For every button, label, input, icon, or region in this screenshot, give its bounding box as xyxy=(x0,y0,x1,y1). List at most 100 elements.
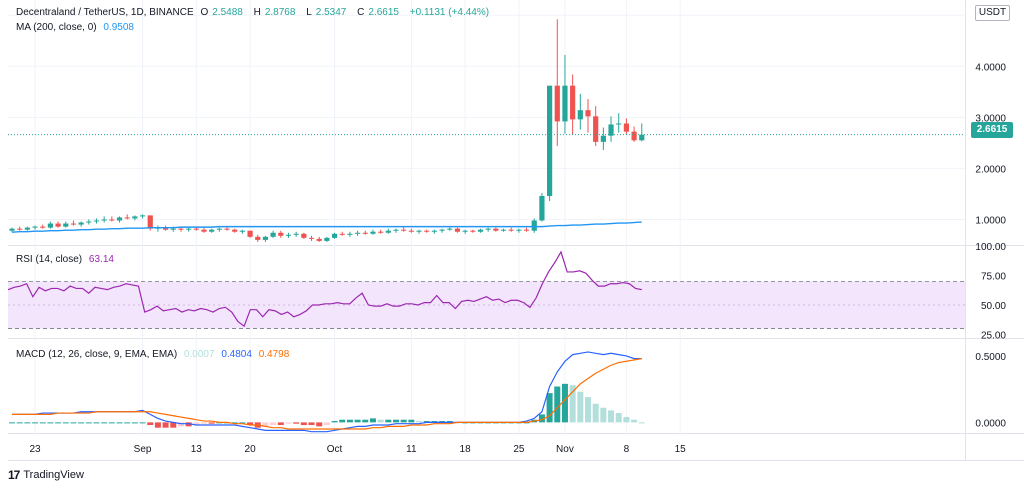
macd-hist-bar xyxy=(400,419,407,423)
macd-hist-bar xyxy=(16,422,23,424)
candle-body xyxy=(324,237,330,241)
x-tick-label: 25 xyxy=(513,444,525,455)
macd-hist-bar xyxy=(439,421,446,423)
candle-body xyxy=(193,228,199,230)
x-tick-label: 20 xyxy=(245,444,257,455)
candle-body xyxy=(570,85,576,120)
tradingview-logo[interactable]: 17 TradingView xyxy=(8,468,84,482)
candle-body xyxy=(585,110,591,117)
candle-body xyxy=(186,228,192,230)
macd-hist-bar xyxy=(39,422,46,424)
macd-hist-bar xyxy=(70,422,77,424)
macd-hist-bar xyxy=(569,385,576,423)
macd-hist-bar xyxy=(554,386,561,423)
candle-body xyxy=(293,233,299,235)
candle-body xyxy=(178,228,184,230)
candle-body xyxy=(424,230,430,232)
candle-body xyxy=(17,228,23,230)
macd-hist-bar xyxy=(600,407,607,423)
rsi-legend-value: 63.14 xyxy=(88,254,114,265)
candle-body xyxy=(431,230,437,232)
candle-body xyxy=(32,226,38,228)
candle-body xyxy=(270,232,276,237)
ohlc-open: O 2.5488 xyxy=(200,7,243,18)
candle-body xyxy=(408,230,414,232)
macd-legend-label: MACD (12, 26, close, 9, EMA, EMA) xyxy=(16,349,178,360)
macd-hist-bar xyxy=(538,414,545,423)
macd-hist-bar xyxy=(201,422,207,424)
macd-hist-bar xyxy=(423,421,430,423)
x-tick-label: 18 xyxy=(460,444,472,455)
rsi-tick-label: 75.00 xyxy=(981,271,1006,282)
candle-body xyxy=(385,230,391,233)
macd-hist-bar xyxy=(170,422,177,428)
candle-body xyxy=(262,236,269,240)
candle-body xyxy=(562,85,568,122)
candle-body xyxy=(316,238,322,241)
macd-legend-macd: 0.4804 xyxy=(221,349,252,360)
macd-hist-bar xyxy=(185,422,192,427)
x-tick-label: 11 xyxy=(406,444,417,455)
currency-badge[interactable]: USDT xyxy=(975,5,1010,21)
candle-body xyxy=(239,230,245,232)
macd-hist-bar xyxy=(308,422,315,426)
candle-body xyxy=(485,228,491,230)
macd-hist-bar xyxy=(277,422,284,426)
candle-body xyxy=(301,233,307,238)
candle-body xyxy=(500,229,507,231)
candle-body xyxy=(439,229,445,231)
candle-body xyxy=(147,215,153,229)
macd-hist-bar xyxy=(446,421,453,423)
macd-legend-hist: 0.0007 xyxy=(183,349,215,360)
macd-legend: MACD (12, 26, close, 9, EMA, EMA) 0.0007… xyxy=(16,349,293,360)
ohlc-close: C 2.6615 xyxy=(357,7,399,18)
ma-legend-value: 0.9508 xyxy=(103,22,134,33)
candle-body xyxy=(63,223,69,227)
macd-hist-bar xyxy=(300,422,307,426)
candle-body xyxy=(523,229,530,231)
macd-hist-bar xyxy=(354,419,361,423)
candle-body xyxy=(623,123,629,132)
macd-hist-bar xyxy=(561,383,568,423)
x-tick-label: Nov xyxy=(556,444,574,455)
candle-body xyxy=(285,234,292,236)
candle-body xyxy=(539,195,545,221)
candle-body xyxy=(278,232,284,236)
macd-hist-bar xyxy=(154,422,161,428)
candle-body xyxy=(416,230,422,232)
price-tick-label: 2.0000 xyxy=(975,164,1006,175)
candle-body xyxy=(232,229,238,232)
macd-hist-bar xyxy=(293,422,300,424)
candle-body xyxy=(9,228,15,231)
candle-body xyxy=(86,221,92,223)
candle-body xyxy=(255,236,261,240)
candle-body xyxy=(209,229,215,232)
macd-hist-bar xyxy=(162,422,169,428)
macd-hist-bar xyxy=(577,391,584,423)
candle-body xyxy=(109,219,115,221)
price-change: +0.1131 (+4.44%) xyxy=(409,7,490,18)
macd-hist-bar xyxy=(431,421,438,423)
candle-body xyxy=(201,229,207,232)
signal-line xyxy=(12,358,642,430)
candle-body xyxy=(454,228,461,232)
candle-body xyxy=(639,134,645,141)
ohlc-high: H 2.8768 xyxy=(253,7,296,18)
rsi-legend: RSI (14, close) 63.14 xyxy=(16,254,118,265)
candle-body xyxy=(616,123,622,125)
macd-hist-bar xyxy=(247,422,254,426)
macd-hist-bar xyxy=(193,422,200,426)
rsi-tick-label: 100.00 xyxy=(975,242,1006,253)
macd-hist-bar xyxy=(331,421,338,423)
macd-hist-bar xyxy=(585,397,591,423)
macd-hist-bar xyxy=(24,422,31,424)
candle-body xyxy=(308,237,315,239)
candle-body xyxy=(93,220,100,222)
macd-tick-label: 0.0000 xyxy=(975,418,1006,429)
last-price-badge: 2.6615 xyxy=(971,122,1013,138)
x-tick-label: 15 xyxy=(675,444,687,455)
candle-body xyxy=(224,228,230,230)
candle-body xyxy=(132,216,138,219)
macd-hist-bar xyxy=(101,422,108,424)
